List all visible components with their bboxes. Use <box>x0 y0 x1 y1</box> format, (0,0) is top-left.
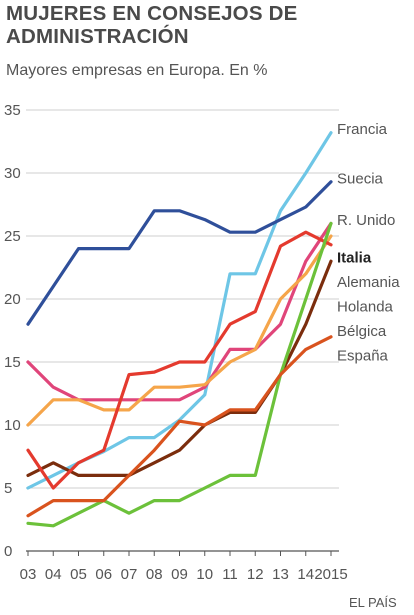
series-lines <box>26 131 333 528</box>
x-tick-label: 11 <box>222 566 238 583</box>
y-axis: 0 5 10 15 20 25 30 35 <box>4 102 21 560</box>
series-line-suecia <box>26 180 333 326</box>
source-credit: EL PAÍS <box>349 595 397 610</box>
y-tick-label: 30 <box>4 165 21 182</box>
x-tick-label: 12 <box>247 566 264 583</box>
series-labels: Francia Suecia R. Unido Italia Alemania Holan… <box>337 121 400 365</box>
y-tick-label: 0 <box>4 543 12 560</box>
series-line-alemania <box>26 234 333 427</box>
x-tick-label: 14 <box>297 566 314 583</box>
x-tick-label: 07 <box>121 566 138 583</box>
x-tick-label: 05 <box>70 566 87 583</box>
series-line-espana <box>26 335 333 518</box>
y-tick-label: 15 <box>4 354 21 371</box>
series-label-italia: Italia <box>337 250 372 267</box>
x-axis: 03 04 05 06 07 08 09 10 11 12 13 14 2015 <box>20 551 348 583</box>
x-tick-label: 09 <box>171 566 188 583</box>
x-tick-label: 03 <box>20 566 37 583</box>
y-tick-label: 35 <box>4 102 21 119</box>
series-line-r-unido <box>26 221 333 402</box>
series-line-holanda <box>26 230 333 490</box>
x-tick-label: 10 <box>196 566 213 583</box>
chart-subtitle: Mayores empresas en Europa. En % <box>6 62 268 79</box>
y-tick-label: 20 <box>4 291 21 308</box>
series-line-belgica <box>26 221 333 528</box>
series-label-r-unido: R. Unido <box>337 212 395 229</box>
series-label-suecia: Suecia <box>337 170 384 187</box>
y-tick-label: 5 <box>4 480 12 497</box>
series-label-francia: Francia <box>337 121 388 138</box>
series-label-holanda: Holanda <box>337 299 394 316</box>
series-label-espana: España <box>337 348 389 365</box>
grid <box>26 109 339 552</box>
x-tick-label: 06 <box>95 566 112 583</box>
chart-title: MUJERES EN CONSEJOS DE ADMINISTRACIÓN <box>6 2 298 48</box>
series-label-alemania: Alemania <box>337 274 400 291</box>
y-tick-label: 25 <box>4 228 21 245</box>
x-tick-label: 04 <box>45 566 62 583</box>
series-label-belgica: Bélgica <box>337 323 387 340</box>
x-tick-label: 13 <box>272 566 289 583</box>
x-tick-label: 2015 <box>314 566 347 583</box>
y-tick-label: 10 <box>4 417 21 434</box>
x-tick-label: 08 <box>146 566 163 583</box>
